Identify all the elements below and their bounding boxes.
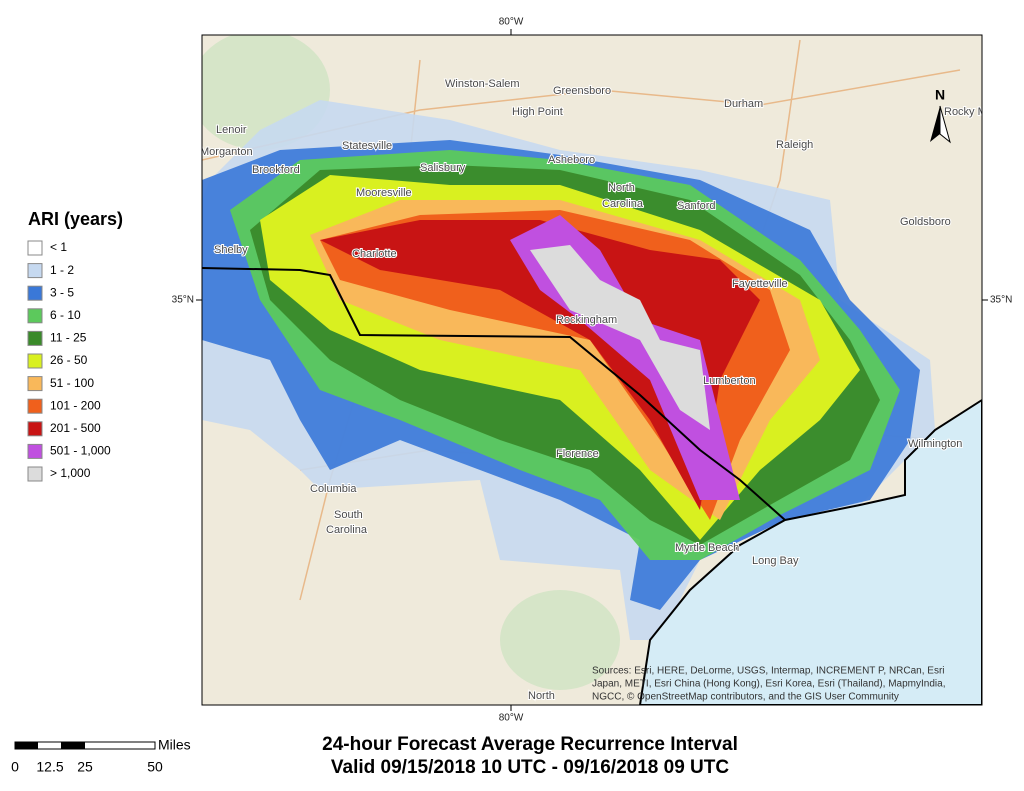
legend-swatch: [27, 376, 43, 392]
legend-label: > 1,000: [50, 466, 91, 480]
graticule-label: 35°N: [172, 295, 194, 306]
legend-label: < 1: [50, 240, 67, 254]
place-label: Goldsboro: [900, 216, 951, 228]
place-label: Durham: [724, 98, 763, 110]
scale-label: 50: [147, 759, 163, 775]
graticule-label: 80°W: [499, 713, 524, 724]
graticule-label: 35°N: [990, 295, 1012, 306]
place-label: North: [528, 690, 555, 702]
attribution-line: Japan, METI, Esri China (Hong Kong), Esr…: [592, 679, 945, 690]
legend-label: 51 - 100: [50, 376, 94, 390]
place-label: South: [334, 509, 363, 521]
ari-zone: [320, 220, 760, 510]
place-label: Long Bay: [752, 555, 799, 567]
scale-label: 0: [11, 759, 19, 775]
legend-label: 101 - 200: [50, 398, 101, 412]
place-label: Charlotte: [352, 248, 397, 260]
legend-swatch: [27, 398, 43, 414]
legend-label: 26 - 50: [50, 353, 88, 367]
legend-swatch: [27, 308, 43, 324]
place-label: Lenoir: [216, 124, 247, 136]
legend-swatch: [27, 263, 43, 279]
title: 24-hour Forecast Average Recurrence Inte…: [322, 734, 738, 755]
scale-label: 25: [77, 759, 93, 775]
legend-label: 1 - 2: [50, 263, 74, 277]
ocean: [638, 398, 982, 705]
place-label: Columbia: [310, 483, 357, 495]
forest: [500, 590, 620, 690]
place-labels: Winston-Salem Greensboro High Point Durh…: [200, 77, 987, 703]
scale-unit: Miles: [158, 737, 191, 753]
place-label: Greensboro: [553, 85, 611, 97]
attribution-line: NGCC, © OpenStreetMap contributors, and …: [592, 692, 899, 703]
place-label: Salisbury: [420, 162, 466, 174]
legend-swatch: [27, 330, 43, 346]
legend-label: 11 - 25: [50, 331, 87, 345]
place-label: Florence: [556, 448, 599, 460]
place-label: Shelby: [214, 244, 248, 256]
ari-zone: [530, 245, 710, 430]
legend-label: 3 - 5: [50, 285, 74, 299]
scale-label: 12.5: [36, 759, 63, 775]
legend-swatch: [27, 466, 43, 482]
place-label: Raleigh: [776, 139, 813, 151]
legend-swatch: [27, 421, 43, 437]
place-label: North: [608, 182, 635, 194]
place-label: Winston-Salem: [445, 78, 520, 90]
legend-swatch: [27, 353, 43, 369]
attribution-line: Sources: Esri, HERE, DeLorme, USGS, Inte…: [592, 666, 945, 677]
place-label: Wilmington: [908, 438, 962, 450]
legend-label: 501 - 1,000: [50, 444, 111, 458]
attribution: Sources: Esri, HERE, DeLorme, USGS, Inte…: [592, 666, 945, 703]
legend-swatch: [27, 285, 43, 301]
legend-swatch: [27, 443, 43, 459]
place-label: High Point: [512, 106, 563, 118]
place-label: Brookford: [252, 164, 300, 176]
legend-swatch: [27, 240, 43, 256]
place-label: Morganton: [200, 146, 253, 158]
place-label: Asheboro: [548, 154, 595, 166]
map-frame: [201, 34, 983, 706]
north-arrow: N: [930, 87, 951, 144]
legend-label: 201 - 500: [50, 421, 101, 435]
arrow-half: [930, 106, 940, 142]
north-label: N: [935, 87, 945, 103]
graticule-label: 80°W: [499, 17, 524, 28]
place-label: Rockingham: [556, 314, 617, 326]
place-label: Lumberton: [703, 375, 756, 387]
map-area: Winston-Salem Greensboro High Point Durh…: [200, 35, 987, 705]
legend: ARI (years) < 1 1 - 2 3 - 5 6 - 10 11 - 25 26…: [27, 209, 123, 482]
place-label: Myrtle Beach: [675, 542, 739, 554]
subtitle: Valid 09/15/2018 10 UTC - 09/16/2018 09 …: [331, 757, 729, 778]
legend-title: ARI (years): [28, 209, 123, 229]
scale-bar: Miles 0 12.5 25 50: [11, 737, 191, 775]
place-label: Sanford: [677, 200, 716, 212]
scale-segment: [61, 742, 85, 749]
place-label: Mooresville: [356, 187, 412, 199]
place-label: Carolina: [326, 524, 368, 536]
state-border: [202, 267, 786, 521]
arrow-half: [939, 105, 951, 144]
place-label: Rocky M: [944, 106, 987, 118]
place-label: Statesville: [342, 140, 392, 152]
legend-label: 6 - 10: [50, 308, 81, 322]
place-label: Carolina: [602, 198, 644, 210]
place-label: Fayetteville: [732, 278, 788, 290]
scale-segment: [15, 742, 38, 749]
